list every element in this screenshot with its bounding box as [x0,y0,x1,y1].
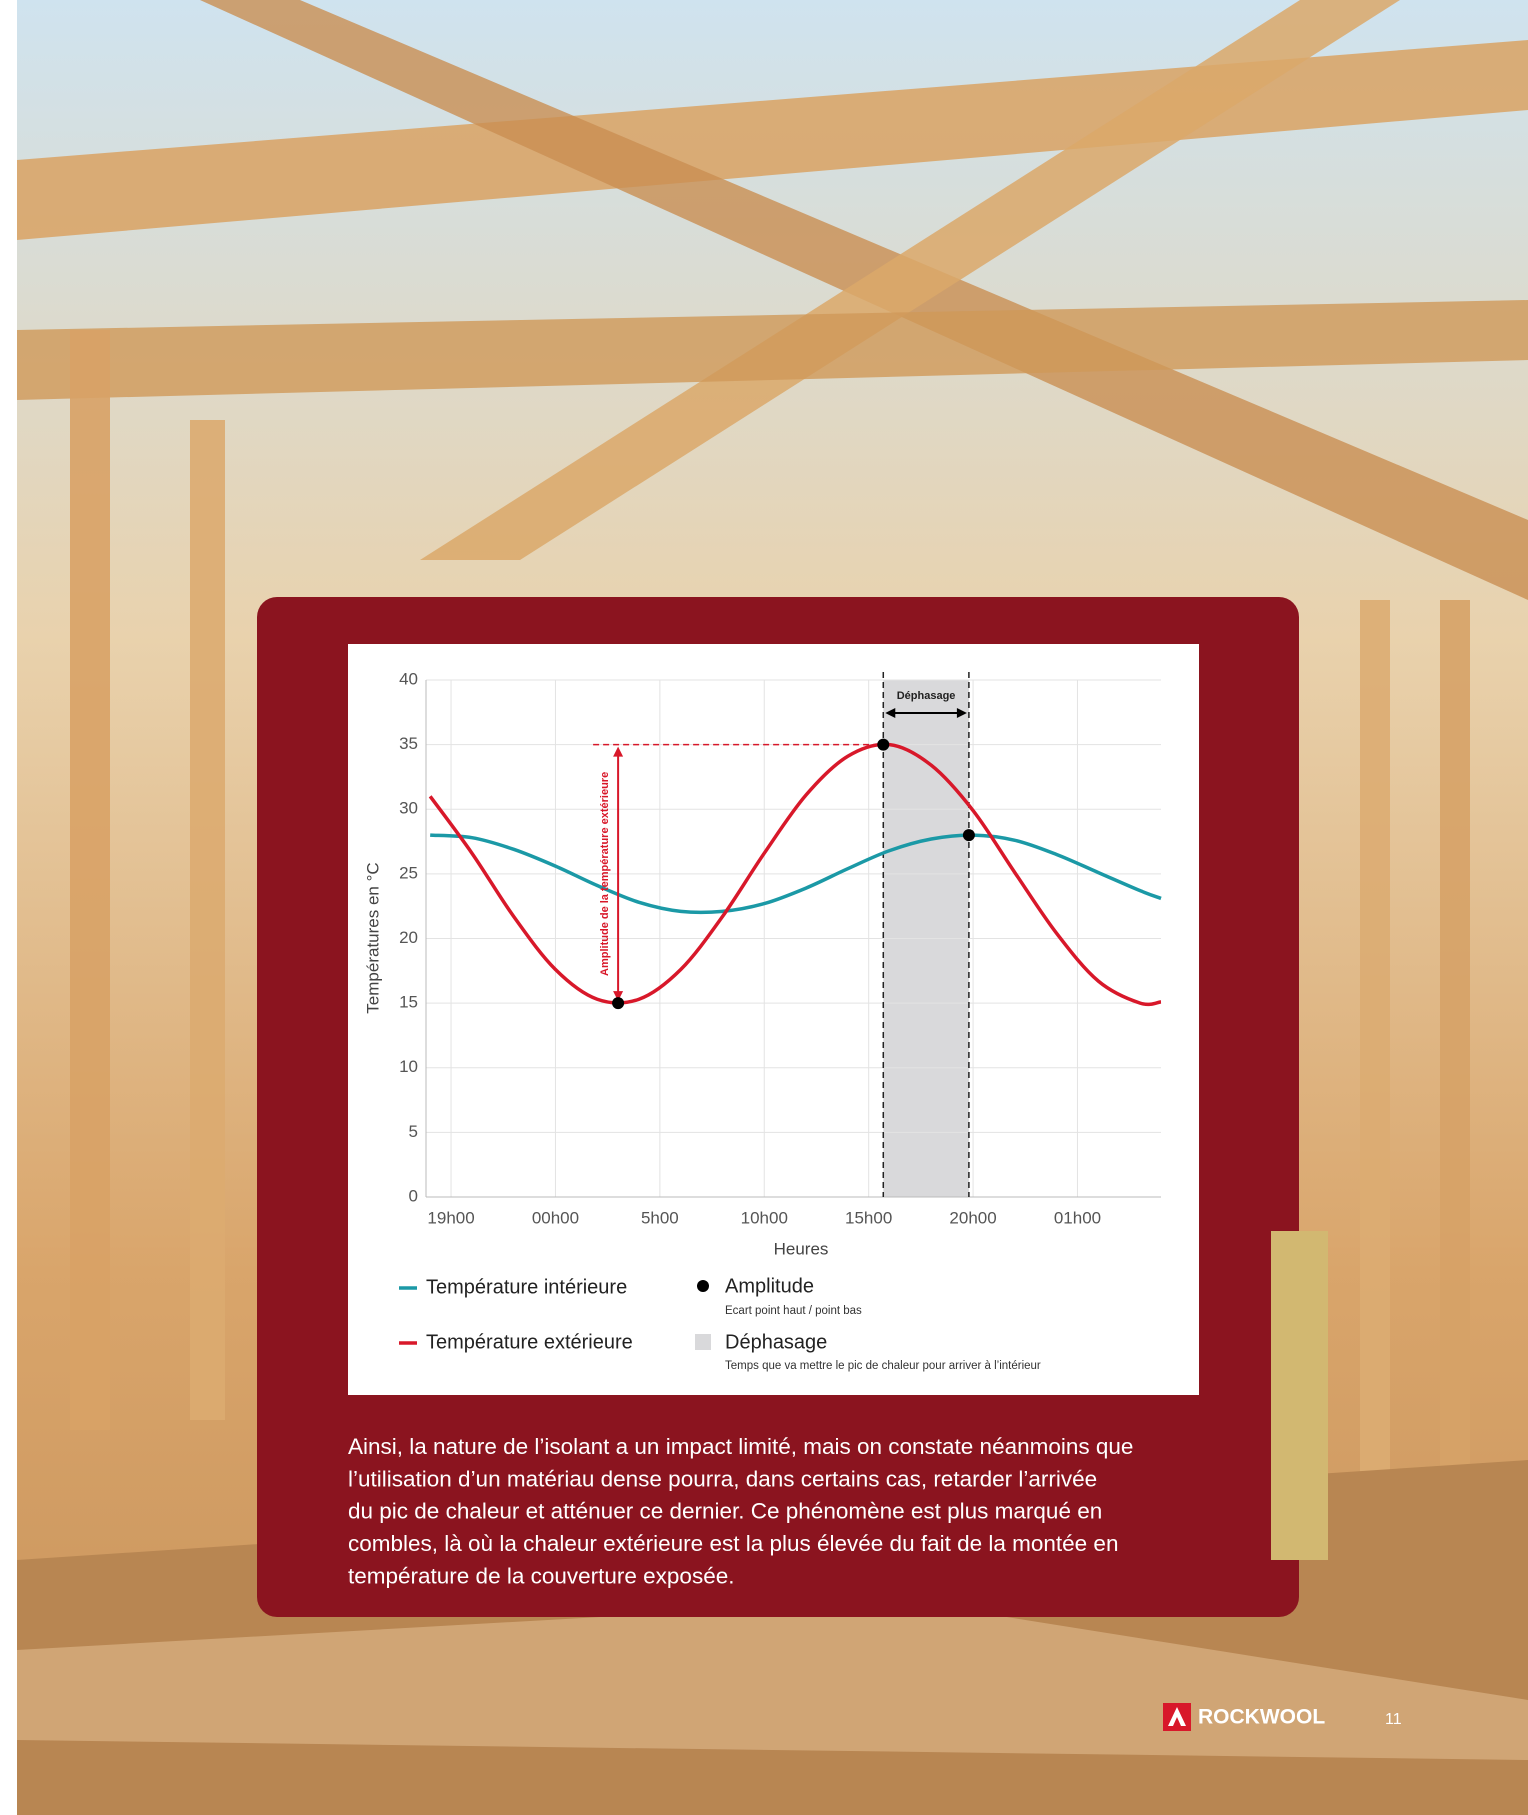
x-tick-label: 01h00 [1054,1208,1101,1227]
x-tick-label: 10h00 [741,1208,788,1227]
logo: ROCKWOOL [1198,1706,1325,1729]
legend-label: Amplitude [725,1275,814,1297]
x-tick-label: 20h00 [949,1208,996,1227]
legend-swatch [697,1280,709,1292]
paragraph: Ainsi, la nature de l’isolant a un impac… [348,1434,1133,1589]
paragraph-line: Ainsi, la nature de l’isolant a un impac… [348,1434,1133,1459]
amplitude-point [612,997,625,1010]
paragraph-line: du pic de chaleur et atténuer ce dernier… [348,1499,1102,1524]
amplitude-label: Amplitude de la température extérieure [599,772,611,976]
y-tick-label: 35 [399,734,418,753]
x-tick-label: 00h00 [532,1208,579,1227]
arrow-head [956,708,967,718]
y-axis-label: Températures en °C [363,862,382,1013]
legend-description: Temps que va mettre le pic de chaleur po… [725,1360,1041,1372]
paragraph-line: combles, là où la chaleur extérieure est… [348,1531,1118,1556]
y-tick-label: 30 [399,799,418,818]
series-line [428,742,1162,1007]
band-label: Déphasage [897,690,956,702]
accent-bar [1271,1231,1328,1560]
x-tick-label: 5h00 [641,1208,679,1227]
legend-label: Déphasage [725,1331,827,1353]
y-tick-label: 0 [409,1186,418,1205]
arrow-head [613,991,624,1002]
legend-description: Ecart point haut / point bas [725,1305,862,1317]
amplitude-point [962,829,975,842]
series-line [430,833,1162,915]
y-tick-label: 5 [409,1122,418,1141]
page-number: 11 [1385,1711,1402,1728]
y-tick-label: 20 [399,928,418,947]
y-tick-label: 25 [399,863,418,882]
x-tick-label: 15h00 [845,1208,892,1227]
y-tick-label: 15 [399,993,418,1012]
y-tick-label: 10 [399,1057,418,1076]
legend-swatch [695,1334,711,1350]
x-axis-label: Heures [774,1239,829,1258]
arrow-head [885,708,896,718]
legend-label: Température extérieure [426,1331,633,1353]
legend: Température intérieure Température extéri… [399,1275,1041,1372]
chart: 0 5 10 15 20 25 30 35 40 19h00 00h00 5h00 10h00 15h00… [399,669,1162,1227]
footer: ROCKWOOL 11 [1163,1703,1402,1731]
x-tick-label: 19h00 [427,1208,474,1227]
legend-label: Température intérieure [426,1276,627,1298]
paragraph-line: température de la couverture exposée. [348,1564,734,1589]
logo-mark [1168,1707,1186,1726]
paragraph-line: l’utilisation d’un matériau dense pourra… [348,1466,1097,1491]
y-tick-label: 40 [399,669,418,688]
arrow-head [613,746,624,757]
chart-panel [348,644,1199,1395]
amplitude-point [877,738,890,751]
